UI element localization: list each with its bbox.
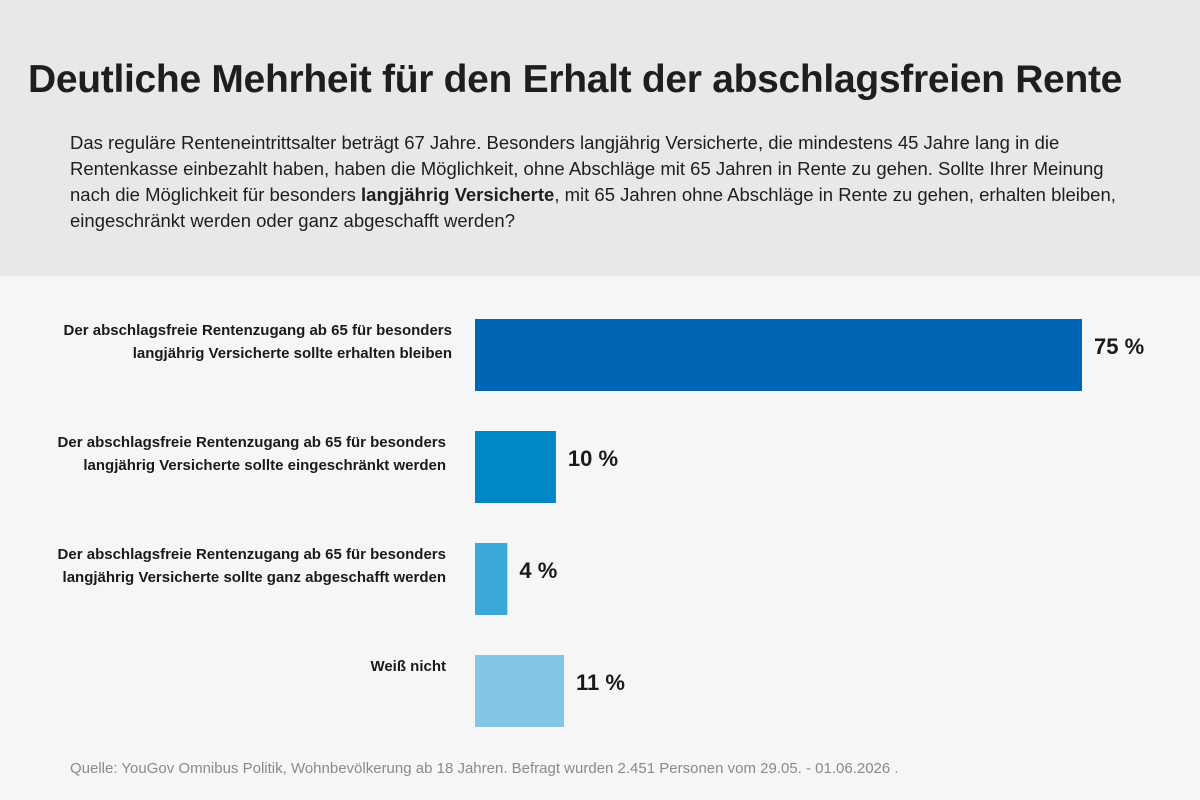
category-label-2: Der abschlagsfreie Rentenzugang ab 65 fü… xyxy=(57,434,446,474)
value-label-4: 11 % xyxy=(576,670,625,695)
category-label-4: Weiß nicht xyxy=(370,658,446,675)
value-label-1: 75 % xyxy=(1094,334,1144,359)
bar-chart-svg: 75 % 10 % 4 % 11 % xyxy=(475,319,1144,727)
value-label-2: 10 % xyxy=(568,446,618,471)
header: Deutliche Mehrheit für den Erhalt der ab… xyxy=(0,0,1200,276)
bar-3 xyxy=(475,543,508,615)
bar-1 xyxy=(475,319,1082,391)
category-label-3: Der abschlagsfreie Rentenzugang ab 65 fü… xyxy=(57,546,446,586)
bar-2 xyxy=(475,431,556,503)
bar-chart: 75 % 10 % 4 % 11 % Der abschlagsfreie Rente… xyxy=(0,276,1200,746)
chart-title: Deutliche Mehrheit für den Erhalt der ab… xyxy=(28,58,1123,101)
subtitle-text-end: , mit 65 Jahren ohne Abschläge in Rente … xyxy=(70,184,1116,231)
bar-4 xyxy=(475,655,565,727)
source-note: Quelle: YouGov Omnibus Politik, Wohnbevö… xyxy=(70,760,899,777)
value-label-3: 4 % xyxy=(519,558,557,583)
chart-subtitle: Das reguläre Renteneintrittsalter beträg… xyxy=(70,130,1140,234)
subtitle-text-bold: langjährig Versicherte xyxy=(361,184,555,205)
subtitle-text-start: Das reguläre Renteneintrittsalter beträg… xyxy=(70,132,1104,205)
category-label-1: Der abschlagsfreie Rentenzugang ab 65 fü… xyxy=(63,322,452,362)
